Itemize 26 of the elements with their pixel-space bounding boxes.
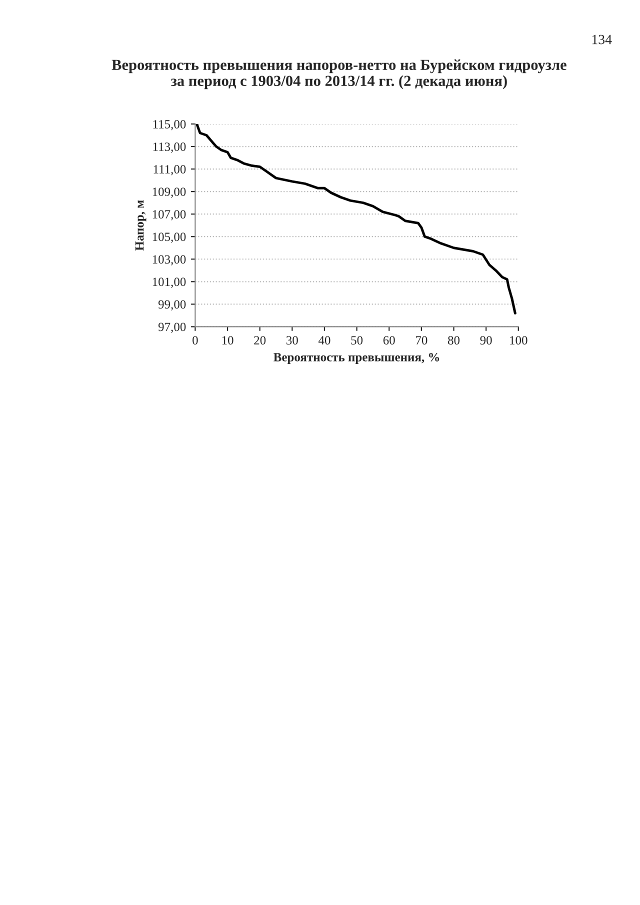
x-tick-label: 60 [383, 336, 395, 345]
chart-title: Вероятность превышения напоров-нетто на Бурейском гидроузле за период с 1903/04 по 2013/14 гг. (2 декада июня) [112, 59, 566, 90]
x-tick-label: 90 [480, 336, 492, 345]
y-tick-label: 111,00 [154, 165, 186, 176]
y-tick-label: 109,00 [152, 188, 186, 198]
x-tick-label: 10 [222, 336, 234, 345]
line-series [196, 124, 516, 314]
y-tick-label: 99,00 [158, 300, 186, 310]
x-tick-label: 80 [448, 336, 460, 345]
text: 134 [592, 34, 612, 44]
y-tick-label: 97,00 [158, 322, 186, 333]
x-tick-label: 50 [351, 336, 363, 345]
y-tick-label: 101,00 [152, 278, 186, 288]
y-tick-label: 115,00 [153, 120, 186, 130]
y-tick-label: 103,00 [152, 255, 186, 266]
y-tick-label: 105,00 [152, 232, 186, 243]
y-axis-title: Напор, м [135, 200, 146, 251]
x-tick-label: 0 [192, 336, 198, 345]
x-axis-title: Вероятность превышения, % [274, 352, 440, 364]
y-tick-label: 113,00 [153, 142, 186, 153]
y-tick-label: 107,00 [152, 210, 186, 220]
x-tick-label: 100 [510, 336, 528, 345]
x-tick-label: 30 [286, 336, 298, 345]
x-tick-label: 70 [416, 336, 428, 345]
x-tick-label: 40 [318, 336, 330, 345]
x-tick-label: 20 [254, 336, 266, 345]
